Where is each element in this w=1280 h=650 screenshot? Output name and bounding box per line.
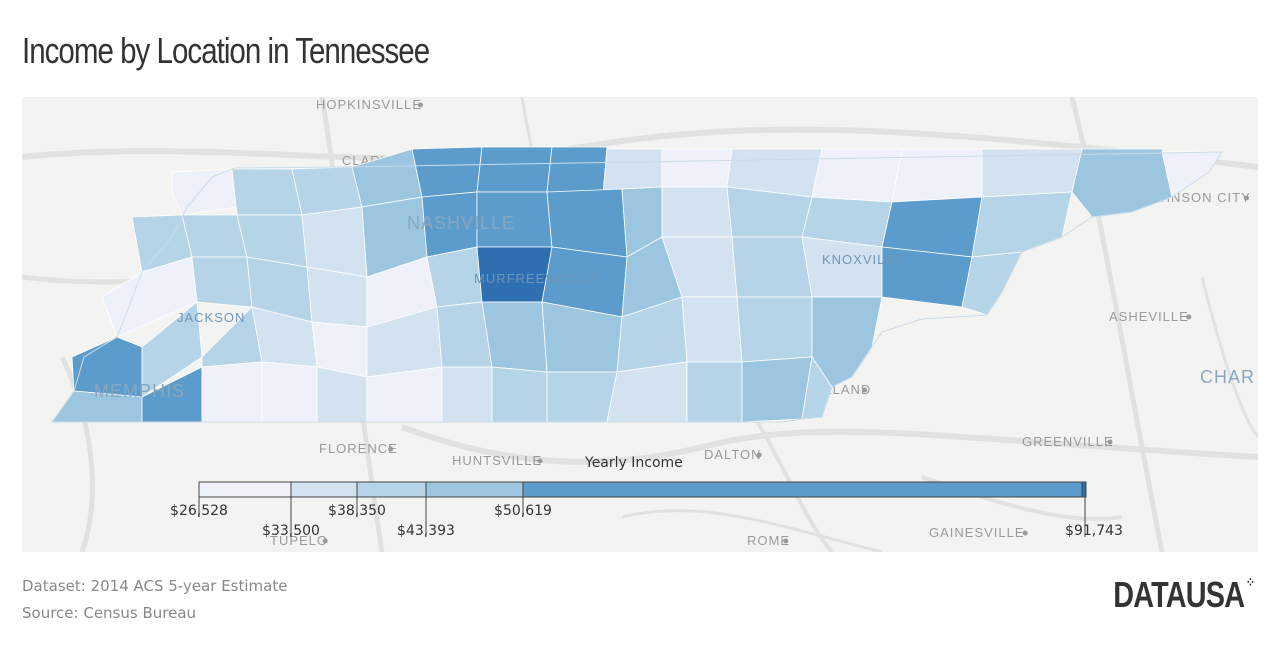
city-label-text: MEMPHIS — [94, 381, 185, 401]
county-region[interactable] — [366, 366, 443, 423]
city-dot-icon — [537, 458, 543, 464]
county-region[interactable] — [231, 168, 303, 216]
city-label-text: DALTON — [704, 447, 762, 462]
county-region[interactable] — [681, 296, 743, 363]
source-note: Source: Census Bureau — [22, 604, 197, 622]
city-dot-icon — [1107, 439, 1113, 445]
county-region[interactable] — [301, 206, 368, 278]
county-choropleth[interactable] — [51, 146, 1223, 423]
city-label: FLORENCE — [319, 441, 398, 456]
city-label: MEMPHIS — [94, 381, 185, 401]
city-label: GAINESVILLE — [929, 525, 1028, 540]
legend-tick-label: $38,350 — [328, 503, 386, 519]
city-label-text: GREENVILLE — [1022, 434, 1114, 449]
legend-color-bin — [198, 481, 292, 498]
city-dot-icon — [862, 387, 868, 393]
city-label: ASHEVILLE — [1109, 309, 1192, 324]
page-title: Income by Location in Tennessee — [22, 30, 430, 71]
city-dot-icon — [322, 538, 328, 544]
city-label: NASHVILLE — [407, 213, 515, 233]
legend-tick-label: $43,393 — [397, 523, 455, 539]
city-label-text: GAINESVILLE — [929, 525, 1025, 540]
logo-mark-icon: ⁘ — [1245, 574, 1254, 590]
state-outline — [51, 151, 1223, 423]
county-region[interactable] — [1071, 148, 1173, 218]
county-region[interactable] — [971, 191, 1073, 258]
legend-tick-label: $50,619 — [494, 503, 552, 519]
city-label: HOPKINSVILLE — [316, 97, 423, 112]
basemap-roads — [22, 97, 1258, 552]
city-dot-icon — [417, 102, 423, 108]
county-region[interactable] — [291, 166, 363, 216]
city-label: ROME — [747, 533, 790, 548]
city-label: GREENVILLE — [1022, 434, 1114, 449]
city-dot-icon — [756, 452, 762, 458]
county-region[interactable] — [191, 256, 253, 308]
legend-color-bin — [356, 481, 427, 498]
datausa-logo[interactable]: DATAUSA ⁘ — [1112, 574, 1255, 616]
city-label: TUPELO — [270, 533, 328, 548]
county-region[interactable] — [741, 356, 813, 423]
county-region[interactable] — [736, 296, 813, 363]
county-region[interactable] — [881, 196, 983, 258]
county-region[interactable] — [686, 361, 743, 423]
legend-color-bin — [1081, 481, 1087, 498]
city-label-text: HOPKINSVILLE — [316, 97, 422, 112]
income-legend: Yearly Income $26,528 $33,500 $38,350 $43,39… — [170, 455, 1123, 539]
city-dot-icon — [783, 538, 789, 544]
city-label: JACKSON — [177, 310, 245, 325]
county-region[interactable] — [316, 366, 368, 423]
county-region[interactable] — [201, 361, 263, 423]
legend-color-bin — [522, 481, 1086, 498]
legend-title: Yearly Income — [584, 455, 683, 471]
city-label-text: MURFREESBORO — [474, 271, 597, 286]
logo-text: DATAUSA — [1112, 574, 1245, 615]
county-region[interactable] — [546, 371, 618, 423]
county-region[interactable] — [171, 168, 238, 216]
county-region[interactable] — [801, 236, 883, 298]
county-region[interactable] — [731, 236, 813, 298]
legend-tick-label: $26,528 — [170, 503, 228, 519]
map-overlay-labels: NASHVILLE MURFREESBORO JACKSON MEMPHIS KNOXV… — [94, 213, 1255, 401]
county-region[interactable] — [261, 361, 318, 423]
city-label-text: KNOXVILLE — [822, 252, 903, 267]
county-region[interactable] — [661, 186, 733, 238]
legend-color-bin — [425, 481, 524, 498]
city-label-text: NASHVILLE — [407, 213, 515, 233]
city-label-text: ROME — [747, 533, 790, 548]
county-region[interactable] — [481, 301, 548, 373]
county-region[interactable] — [306, 266, 368, 328]
city-label-text: FLORENCE — [319, 441, 398, 456]
county-region[interactable] — [476, 146, 553, 193]
legend-tick-label: $33,500 — [262, 523, 320, 539]
city-label: DALTON — [704, 447, 762, 462]
city-dot-icon — [1022, 530, 1028, 536]
county-region[interactable] — [411, 146, 483, 198]
county-region[interactable] — [961, 251, 1023, 316]
city-label-text: ASHEVILLE — [1109, 309, 1189, 324]
county-region[interactable] — [546, 188, 628, 258]
county-region[interactable] — [441, 366, 493, 423]
legend-tick-label: $91,743 — [1065, 523, 1123, 539]
city-label-text: CHAR — [1200, 367, 1255, 387]
city-label-text: JACKSON — [177, 310, 245, 325]
county-region[interactable] — [811, 148, 903, 203]
county-region[interactable] — [491, 366, 548, 423]
city-dot-icon — [1243, 195, 1249, 201]
map-panel[interactable]: HOPKINSVILLECLARKSVILLEKINGSPORTJOHNSON … — [22, 97, 1258, 552]
city-label: KNOXVILLE — [822, 252, 903, 267]
county-region[interactable] — [661, 148, 733, 188]
city-label: HUNTSVILLE — [452, 453, 543, 468]
county-region[interactable] — [181, 214, 248, 258]
city-label-text: TUPELO — [270, 533, 328, 548]
legend-color-bin — [290, 481, 358, 498]
city-label: MURFREESBORO — [474, 271, 597, 286]
dataset-note: Dataset: 2014 ACS 5-year Estimate — [22, 577, 288, 595]
city-label: CHAR — [1200, 367, 1255, 387]
map-canvas[interactable]: HOPKINSVILLECLARKSVILLEKINGSPORTJOHNSON … — [22, 97, 1258, 552]
city-dot-icon — [388, 446, 394, 452]
city-dot-icon — [1186, 314, 1192, 320]
city-label-text: HUNTSVILLE — [452, 453, 542, 468]
